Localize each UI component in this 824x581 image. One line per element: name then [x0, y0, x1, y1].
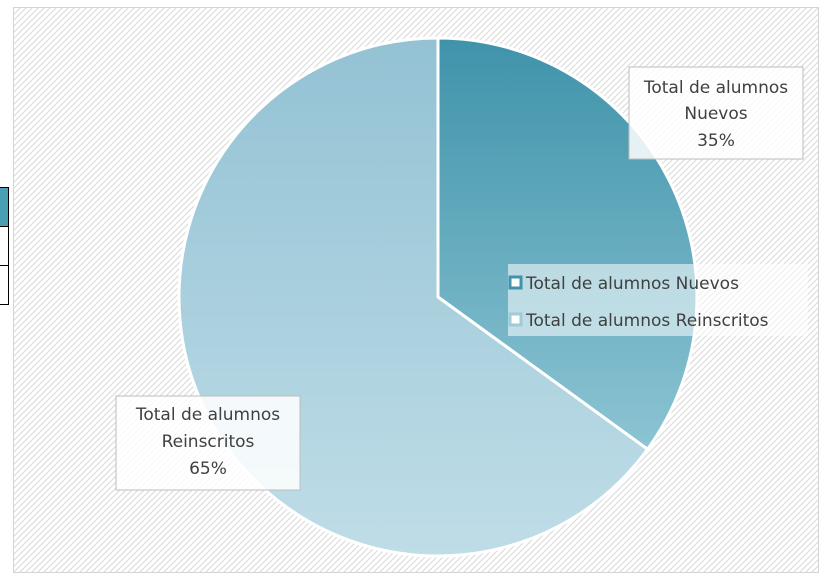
legend: Total de alumnos Nuevos Total de alumnos…: [508, 264, 808, 336]
data-label-nuevos: Total de alumnos Nuevos 35%: [628, 66, 804, 160]
data-label-value: 35%: [697, 131, 735, 151]
table-cell: [0, 226, 9, 266]
data-label-line: Nuevos: [684, 104, 747, 124]
legend-swatch-nuevos: [508, 275, 523, 290]
data-label-box: [628, 66, 804, 160]
table-cell-accent: [0, 187, 9, 227]
data-label-line: Total de alumnos: [643, 78, 788, 98]
table-cell: [0, 265, 9, 305]
legend-swatch-reinscritos: [508, 312, 523, 327]
data-label-reinscritos: Total de alumnos Reinscritos 65%: [115, 395, 301, 491]
chart-area: Total de alumnos Nuevos 35% Total de alu…: [13, 7, 819, 573]
legend-item-reinscritos: Total de alumnos Reinscritos: [525, 311, 769, 331]
data-label-value: 65%: [189, 459, 227, 479]
data-label-box: [115, 395, 301, 491]
legend-background: [508, 264, 808, 336]
data-label-line: Reinscritos: [162, 432, 255, 452]
partial-table-cells: [0, 187, 9, 305]
data-label-line: Total de alumnos: [135, 405, 280, 425]
legend-item-nuevos: Total de alumnos Nuevos: [525, 274, 739, 294]
pie-chart: Total de alumnos Nuevos 35% Total de alu…: [14, 8, 818, 572]
